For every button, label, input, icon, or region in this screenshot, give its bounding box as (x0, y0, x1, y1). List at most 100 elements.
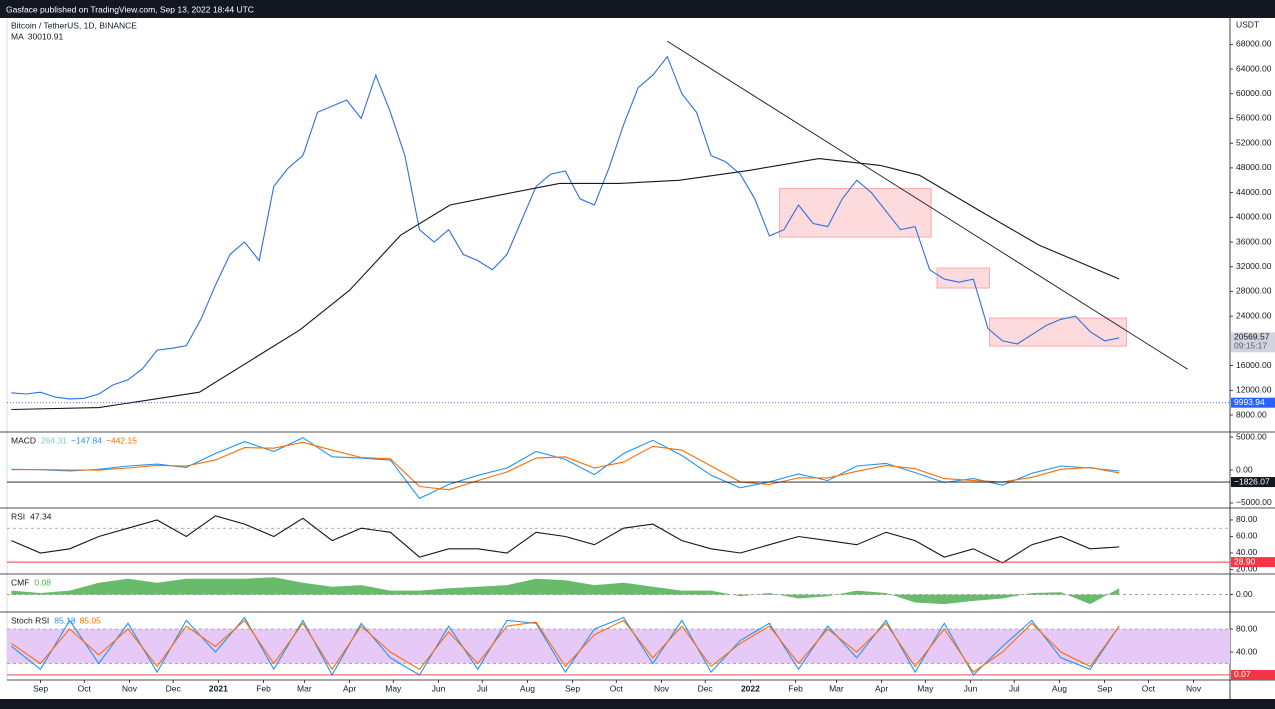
x-tick-label: May (385, 683, 402, 693)
y-tick-label: 44000.00 (1236, 187, 1272, 197)
zone-box (989, 317, 1127, 347)
x-tick-label: Sep (1097, 683, 1112, 693)
x-tick-label: Aug (1052, 683, 1067, 693)
legend-value: 264.31 (41, 435, 67, 445)
y-tick-label: 24000.00 (1236, 310, 1272, 320)
series-line (11, 55, 1120, 400)
y-tick-label: 60000.00 (1236, 88, 1272, 98)
y-tick-label: 36000.00 (1236, 236, 1272, 246)
y-tick-label: 40.00 (1236, 547, 1258, 557)
y-tick-label: 5000.00 (1236, 431, 1267, 441)
y-tick-label: −5000.00 (1236, 497, 1272, 507)
x-tick-label: Aug (520, 683, 535, 693)
trendline (667, 40, 1188, 370)
legend-value: 85.05 (80, 615, 102, 625)
y-tick-label: 8000.00 (1236, 409, 1267, 419)
legend-value: −442.15 (106, 435, 137, 445)
y-tick-label: 80.00 (1236, 514, 1258, 524)
marker-box (1231, 332, 1275, 353)
y-tick-label: 0.00 (1236, 464, 1253, 474)
x-tick-label: Nov (122, 683, 138, 693)
legend-value: 85.18 (54, 615, 76, 625)
x-tick-label: Jul (477, 683, 488, 693)
y-tick-label: 52000.00 (1236, 137, 1272, 147)
header-bar (0, 0, 1275, 18)
pane: 5000.00 0.00 −5000.00 −1826.07 MACD 264.31 −14… (0, 431, 1275, 507)
x-tick-label: Sep (33, 683, 48, 693)
legend-value: −147.84 (71, 435, 102, 445)
y-tick-label: 20.00 (1236, 564, 1258, 574)
x-tick-label: Jun (432, 683, 446, 693)
x-tick-label: 2021 (209, 683, 228, 693)
y-tick-label: 0.00 (1236, 589, 1253, 599)
marker-label: 20569.57 (1234, 332, 1270, 342)
series-line (11, 158, 1120, 411)
pane: 8000.00 12000.00 16000.00 24000.00 28000.00 3… (7, 19, 1275, 419)
y-unit: USDT (1236, 19, 1259, 29)
x-tick-label: Jun (964, 683, 978, 693)
y-tick-label: 32000.00 (1236, 261, 1272, 271)
y-tick-label: 64000.00 (1236, 63, 1272, 73)
x-tick-label: Nov (654, 683, 670, 693)
band-fill (7, 629, 1230, 664)
x-tick-label: Oct (610, 683, 624, 693)
x-tick-label: Sep (565, 683, 580, 693)
y-tick-label: 40000.00 (1236, 212, 1272, 222)
x-tick-label: Feb (256, 683, 271, 693)
legend-value: 0.08 (34, 577, 51, 587)
y-tick-label: 56000.00 (1236, 113, 1272, 123)
x-tick-label: May (917, 683, 934, 693)
pane-title: MACD (11, 435, 36, 445)
footer-bar (0, 699, 1275, 709)
x-tick-label: 2022 (741, 683, 760, 693)
x-tick-label: Apr (343, 683, 356, 693)
y-tick-label: 60.00 (1236, 531, 1258, 541)
pane-title: RSI (11, 511, 25, 521)
x-tick-label: Mar (829, 683, 844, 693)
legend-value: 30010.91 (28, 31, 64, 41)
marker-box (1231, 477, 1275, 488)
legend-name: MA (11, 31, 24, 41)
series-line (11, 616, 1120, 677)
pane-title: Stoch RSI (11, 615, 49, 625)
header-text: Gasface published on TradingView.com, Se… (6, 4, 254, 14)
series-line (11, 441, 1120, 491)
y-tick-label: 80.00 (1236, 623, 1258, 633)
x-tick-label: Dec (166, 683, 182, 693)
y-tick-label: 40.00 (1236, 646, 1258, 656)
marker-box (1231, 557, 1275, 568)
x-tick-label: Feb (788, 683, 803, 693)
x-tick-label: Oct (78, 683, 92, 693)
x-tick-label: Dec (698, 683, 714, 693)
legend-value: 47.34 (30, 511, 52, 521)
zone-box (779, 187, 932, 238)
y-tick-label: 68000.00 (1236, 39, 1272, 49)
y-tick-label: 12000.00 (1236, 385, 1272, 395)
x-tick-label: Mar (297, 683, 312, 693)
series-line (11, 515, 1120, 564)
marker-label: −1826.07 (1234, 476, 1270, 486)
x-tick-label: Oct (1142, 683, 1156, 693)
pane: 0.00 CMF 0.08 (0, 573, 1275, 605)
y-tick-label: 48000.00 (1236, 162, 1272, 172)
marker-label: 28.90 (1234, 556, 1256, 566)
zone-box (936, 267, 990, 289)
x-tick-label: Nov (1186, 683, 1202, 693)
marker-box (1231, 397, 1275, 408)
pane-title: Bitcoin / TetherUS, 1D, BINANCE (11, 20, 137, 30)
marker-box (1231, 669, 1275, 680)
area-fill (11, 577, 1120, 605)
series-line (11, 619, 1120, 673)
y-tick-label: 16000.00 (1236, 360, 1272, 370)
marker-label: 9993.94 (1234, 397, 1265, 407)
marker-sub: 09:15:17 (1234, 341, 1267, 351)
series-line (11, 437, 1120, 500)
pane: 80.00 40.00 0.07 Stoch RSI 85.18 85.05 (0, 611, 1275, 680)
x-tick-label: Jul (1009, 683, 1020, 693)
pane-title: CMF (11, 577, 29, 587)
y-tick-label: 28000.00 (1236, 286, 1272, 296)
marker-label: 0.07 (1234, 669, 1251, 679)
x-tick-label: Apr (875, 683, 888, 693)
